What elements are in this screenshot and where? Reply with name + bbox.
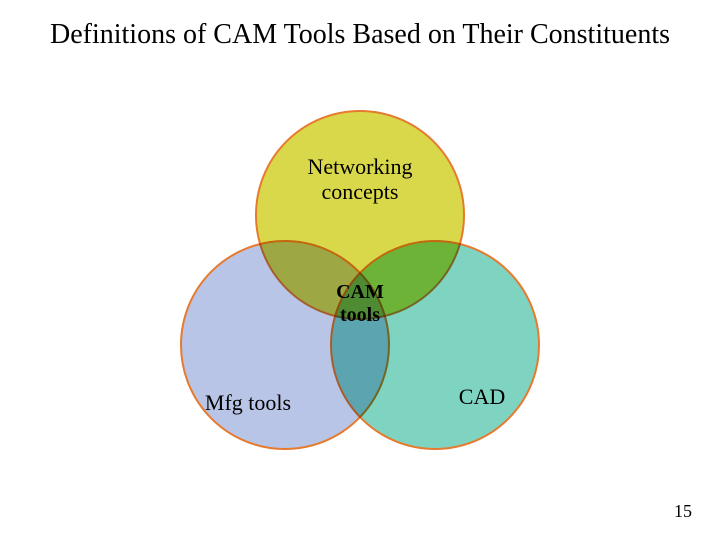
page-number: 15	[674, 501, 692, 522]
venn-label-center: CAMtools	[270, 281, 450, 327]
venn-circle-cad	[330, 240, 540, 450]
venn-label-cad: CAD	[392, 384, 572, 409]
venn-label-networking: Networkingconcepts	[270, 154, 450, 205]
venn-label-mfg: Mfg tools	[158, 390, 338, 415]
venn-diagram: Networkingconcepts Mfg tools CAD CAMtool…	[130, 105, 590, 495]
slide-title: Definitions of CAM Tools Based on Their …	[0, 18, 720, 52]
